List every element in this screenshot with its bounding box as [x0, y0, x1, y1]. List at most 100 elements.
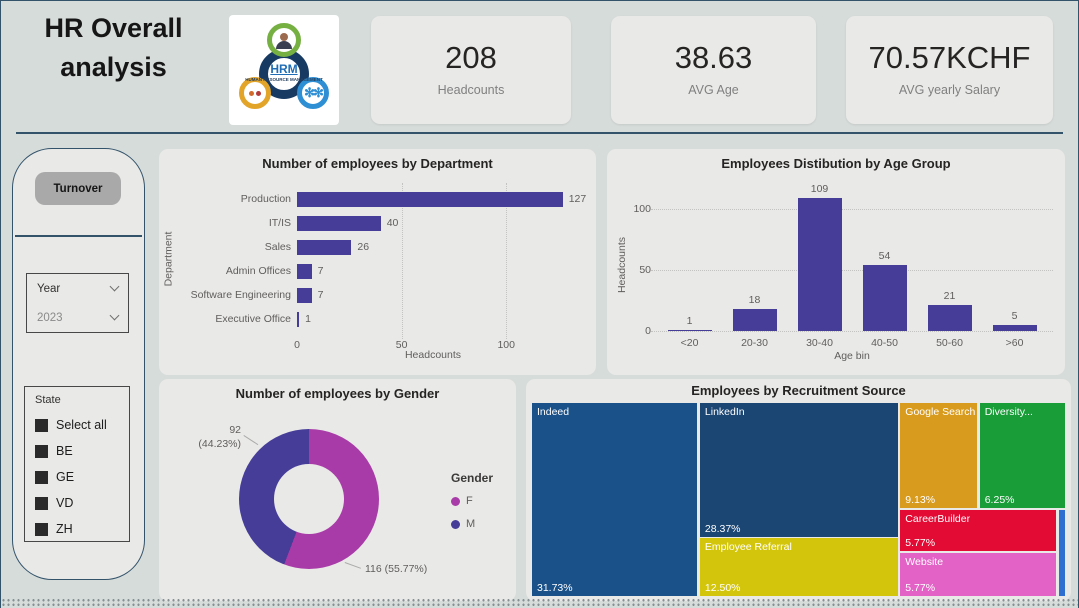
- page-title-line2: analysis: [60, 52, 167, 83]
- person-icon: [267, 23, 301, 57]
- age-bar[interactable]: [862, 265, 907, 331]
- year-slicer-value: 2023: [37, 311, 63, 324]
- y-axis-label-headcounts: Headcounts: [616, 236, 629, 293]
- chart-card-age-group: Employees Distibution by Age Group 0 50 10…: [607, 149, 1065, 375]
- dept-bar[interactable]: [297, 263, 312, 279]
- chart-card-department: Number of employees by Department Produc…: [159, 149, 596, 375]
- chevron-down-icon[interactable]: [109, 310, 120, 321]
- recruitment-treemap: Indeed 31.73% LinkedIn 28.37% Employee Refer…: [532, 403, 1065, 596]
- year-slicer: Year 2023: [26, 273, 129, 333]
- dept-bar[interactable]: [297, 287, 312, 303]
- checkbox-icon[interactable]: [35, 496, 48, 510]
- category-label: 20-30: [741, 337, 768, 349]
- gender-donut-plot: 92 (44.23%) 116 (55.77%): [159, 379, 516, 601]
- bar-value-label: 21: [943, 290, 956, 303]
- chevron-down-icon[interactable]: [109, 281, 120, 292]
- legend-name-m: M: [466, 518, 476, 530]
- age-bar[interactable]: [732, 309, 777, 331]
- kpi-card-avg-salary: 70.57KCHF AVG yearly Salary: [846, 16, 1053, 124]
- category-label: >60: [1005, 337, 1024, 349]
- checkbox-icon[interactable]: [35, 418, 48, 432]
- tile-name-label: Employee Referral: [704, 541, 792, 554]
- leader-line: [344, 562, 361, 569]
- bar-value-label: 7: [317, 265, 324, 277]
- state-option-label: VD: [56, 496, 74, 510]
- legend-item-m[interactable]: M: [451, 518, 493, 530]
- kpi-label-headcounts: Headcounts: [437, 83, 505, 97]
- age-bar[interactable]: [927, 305, 972, 331]
- dept-bar[interactable]: [297, 311, 300, 327]
- bar-value-label: 1: [305, 313, 311, 325]
- tile-name-label: Indeed: [537, 406, 570, 418]
- dept-bar[interactable]: [297, 215, 381, 231]
- bar-value-label: 54: [878, 250, 891, 263]
- slice-label-m: 92 (44.23%): [198, 424, 241, 451]
- tile-name-label: Diversity...: [984, 406, 1033, 418]
- legend-item-f[interactable]: F: [451, 495, 493, 507]
- age-bar[interactable]: [992, 324, 1037, 331]
- x-axis-tick: 50: [395, 339, 408, 351]
- dept-bar[interactable]: [297, 191, 563, 207]
- sidebar-divider: [15, 235, 142, 237]
- state-option-be[interactable]: BE: [35, 438, 129, 464]
- treemap-tile-website[interactable]: Website 5.77%: [900, 552, 1056, 596]
- gridline: [401, 183, 403, 339]
- hrm-logo: ✻✻ HRM HUMAN RESOURCE MANAGEMENT: [229, 15, 339, 125]
- page-bottom-dotted-border: [1, 598, 1078, 608]
- bar-value-label: 7: [317, 289, 324, 301]
- category-label: IT/IS: [268, 217, 291, 229]
- header-divider: [16, 132, 1063, 134]
- checkbox-icon[interactable]: [35, 522, 48, 536]
- chart-title-recruitment: Employees by Recruitment Source: [691, 383, 906, 398]
- state-slicer-label: State: [35, 394, 61, 406]
- leader-line: [243, 435, 259, 446]
- checkbox-icon[interactable]: [35, 470, 48, 484]
- category-label: Software Engineering: [190, 289, 291, 301]
- sidebar: Turnover Year 2023 State Select all BE: [12, 148, 145, 580]
- gridline: [651, 331, 1053, 332]
- logo-subtext: HUMAN RESOURCE MANAGEMENT: [245, 77, 323, 82]
- treemap-tile-indeed[interactable]: Indeed 31.73%: [532, 403, 698, 596]
- gridline: [651, 269, 1053, 271]
- state-option-select-all[interactable]: Select all: [35, 412, 129, 438]
- y-axis-label-department: Department: [162, 231, 175, 287]
- tile-name-label: Website: [905, 555, 944, 568]
- chart-title-department: Number of employees by Department: [262, 156, 493, 171]
- bar-value-label: 18: [748, 294, 761, 307]
- state-option-vd[interactable]: VD: [35, 490, 129, 516]
- x-axis-label-age-bin: Age bin: [834, 350, 870, 362]
- treemap-tile[interactable]: [1058, 509, 1065, 596]
- logo-text: HRM: [270, 62, 298, 76]
- treemap-tile-linkedin[interactable]: LinkedIn 28.37%: [699, 403, 898, 537]
- year-slicer-value-row[interactable]: 2023: [27, 303, 128, 332]
- bar-value-label: 40: [386, 217, 399, 229]
- kpi-value-avg-age: 38.63: [674, 40, 753, 75]
- treemap-tile-diversity-[interactable]: Diversity... 6.25%: [979, 403, 1065, 508]
- bar-value-label: 5: [1011, 309, 1018, 322]
- age-bar[interactable]: [667, 329, 712, 331]
- age-bar[interactable]: [797, 198, 842, 331]
- treemap-tile-employee-referral[interactable]: Employee Referral 12.50%: [699, 538, 898, 596]
- slice-label-f: 116 (55.77%): [365, 563, 428, 575]
- state-option-label: GE: [56, 470, 75, 484]
- category-label: Sales: [264, 241, 291, 253]
- state-option-zh[interactable]: ZH: [35, 516, 129, 542]
- category-label: <20: [680, 337, 699, 349]
- tile-pct-label: 5.77%: [905, 581, 936, 594]
- checkbox-icon[interactable]: [35, 444, 48, 458]
- treemap-tile-careerbuilder[interactable]: CareerBuilder 5.77%: [900, 509, 1056, 552]
- tile-name-label: Google Search: [905, 406, 976, 418]
- category-label: Admin Offices: [225, 265, 291, 277]
- state-option-ge[interactable]: GE: [35, 464, 129, 490]
- bar-value-label: 127: [568, 193, 587, 205]
- dept-bar[interactable]: [297, 239, 352, 255]
- state-option-label: ZH: [56, 522, 73, 536]
- treemap-tile-google-search[interactable]: Google Search 9.13%: [900, 403, 978, 508]
- year-slicer-header[interactable]: Year: [27, 274, 128, 303]
- legend-dot-f: [451, 496, 460, 506]
- chart-card-gender: Number of employees by Gender 92 (44.23%)…: [159, 379, 516, 601]
- bar-value-label: 1: [686, 314, 693, 327]
- state-option-label: BE: [56, 444, 73, 458]
- turnover-button[interactable]: Turnover: [35, 172, 121, 205]
